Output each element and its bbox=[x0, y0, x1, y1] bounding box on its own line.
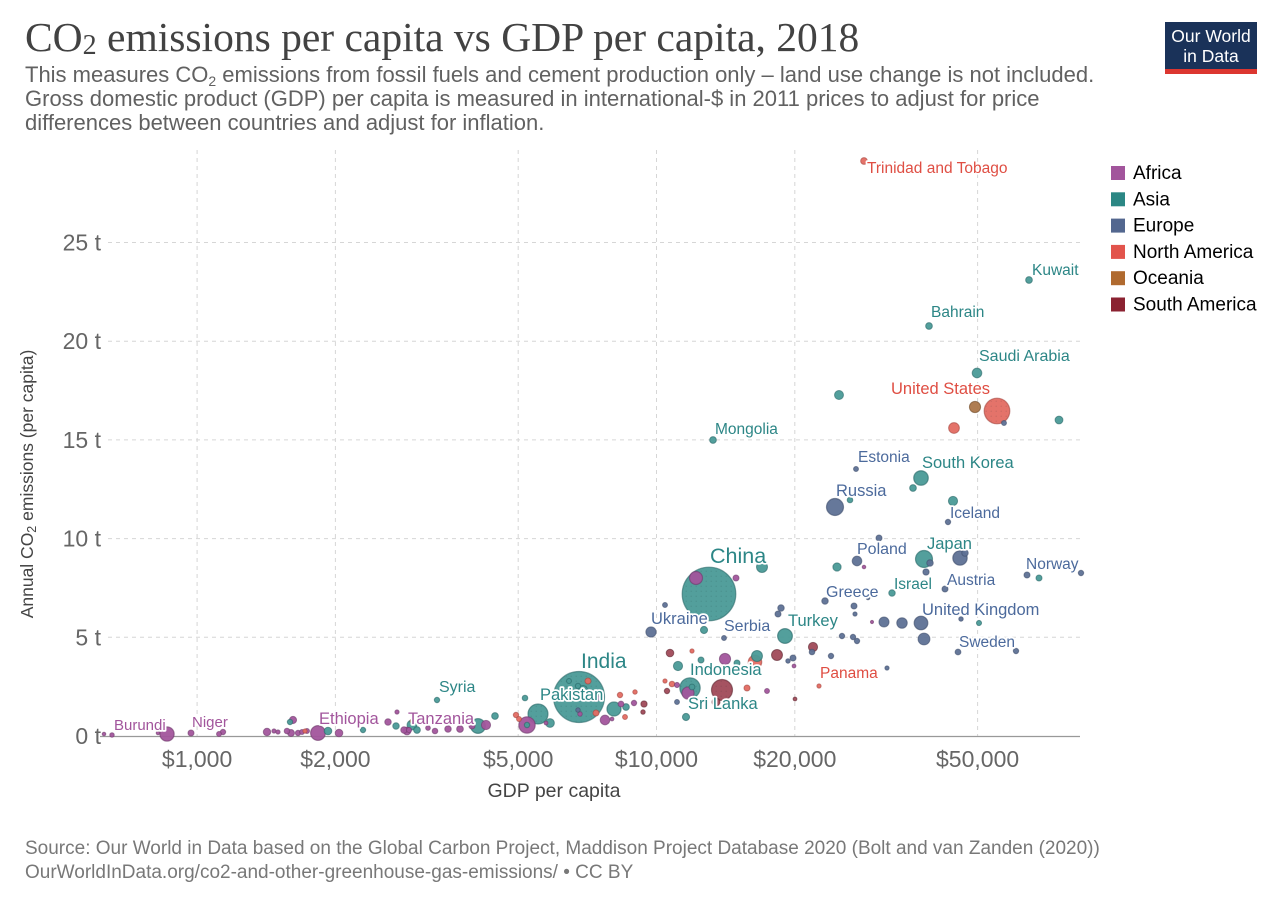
svg-text:Annual CO2 emissions (per capi: Annual CO2 emissions (per capita) bbox=[17, 350, 39, 619]
svg-text:25 t: 25 t bbox=[63, 230, 102, 256]
svg-text:India: India bbox=[581, 650, 627, 673]
svg-text:Niger: Niger bbox=[192, 714, 228, 731]
svg-text:Panama: Panama bbox=[820, 665, 878, 682]
svg-text:Burundi: Burundi bbox=[114, 717, 166, 734]
svg-text:Pakistan: Pakistan bbox=[540, 686, 603, 704]
svg-text:North America: North America bbox=[1133, 242, 1254, 263]
svg-text:Iceland: Iceland bbox=[950, 505, 1000, 522]
svg-text:Indonesia: Indonesia bbox=[690, 661, 762, 679]
svg-text:$10,000: $10,000 bbox=[615, 746, 698, 772]
svg-text:Asia: Asia bbox=[1133, 189, 1170, 210]
svg-text:Serbia: Serbia bbox=[724, 618, 770, 635]
svg-text:Greece: Greece bbox=[826, 584, 879, 601]
svg-text:$50,000: $50,000 bbox=[936, 746, 1019, 772]
svg-text:Trinidad and Tobago: Trinidad and Tobago bbox=[867, 160, 1007, 177]
svg-text:Turkey: Turkey bbox=[788, 612, 839, 630]
svg-text:South America: South America bbox=[1133, 295, 1257, 316]
svg-text:Japan: Japan bbox=[927, 535, 972, 553]
svg-text:Sweden: Sweden bbox=[959, 634, 1015, 651]
svg-text:Israel: Israel bbox=[894, 576, 932, 593]
svg-text:Oceania: Oceania bbox=[1133, 268, 1204, 289]
svg-text:United Kingdom: United Kingdom bbox=[922, 601, 1039, 619]
svg-text:Syria: Syria bbox=[439, 679, 476, 696]
svg-text:Europe: Europe bbox=[1133, 216, 1194, 237]
svg-text:China: China bbox=[710, 544, 766, 568]
svg-text:$20,000: $20,000 bbox=[753, 746, 836, 772]
svg-text:5 t: 5 t bbox=[75, 624, 101, 650]
svg-text:Norway: Norway bbox=[1026, 556, 1079, 573]
svg-text:Ethiopia: Ethiopia bbox=[319, 710, 379, 728]
svg-text:$5,000: $5,000 bbox=[483, 746, 553, 772]
svg-text:Ukraine: Ukraine bbox=[651, 610, 708, 628]
svg-text:Poland: Poland bbox=[857, 541, 907, 558]
svg-text:Tanzania: Tanzania bbox=[408, 710, 475, 728]
svg-text:Russia: Russia bbox=[836, 482, 887, 500]
svg-text:Austria: Austria bbox=[947, 572, 996, 589]
svg-text:Saudi Arabia: Saudi Arabia bbox=[979, 348, 1070, 365]
svg-text:$1,000: $1,000 bbox=[162, 746, 232, 772]
svg-text:United States: United States bbox=[891, 380, 990, 398]
svg-text:10 t: 10 t bbox=[63, 526, 102, 552]
svg-text:Africa: Africa bbox=[1133, 163, 1182, 184]
svg-text:Kuwait: Kuwait bbox=[1032, 262, 1079, 279]
svg-text:Estonia: Estonia bbox=[858, 449, 910, 466]
svg-text:$2,000: $2,000 bbox=[300, 746, 370, 772]
svg-text:Mongolia: Mongolia bbox=[715, 421, 778, 438]
svg-text:Sri Lanka: Sri Lanka bbox=[688, 695, 759, 713]
svg-text:South Korea: South Korea bbox=[922, 454, 1015, 472]
svg-text:Bahrain: Bahrain bbox=[931, 304, 984, 321]
svg-text:GDP per capita: GDP per capita bbox=[488, 780, 621, 802]
svg-text:15 t: 15 t bbox=[63, 427, 102, 453]
svg-text:0 t: 0 t bbox=[75, 723, 101, 749]
svg-text:20 t: 20 t bbox=[63, 328, 102, 354]
